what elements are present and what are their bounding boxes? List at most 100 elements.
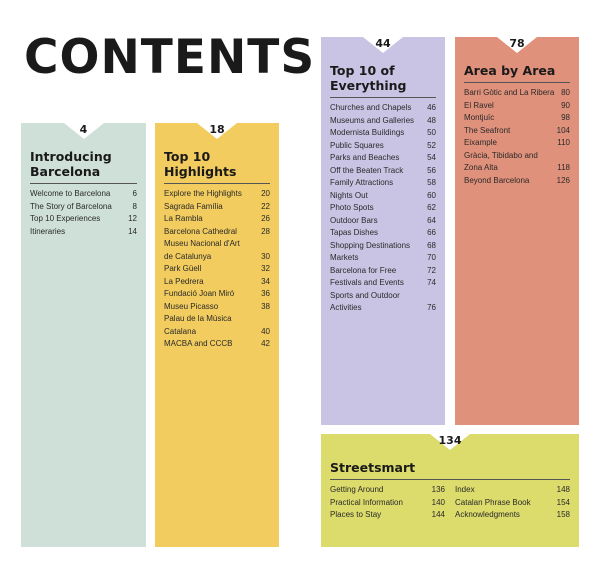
toc-entry[interactable]: Off the Beaten Track 56 (330, 165, 436, 178)
toc-entry-label: Public Squares (330, 140, 384, 150)
toc-entry-label: Itineraries (30, 226, 66, 236)
section-title: Streetsmart (330, 460, 570, 480)
toc-entry[interactable]: Family Attractions 58 (330, 177, 436, 190)
toc-entry-label: La Pedrera (164, 276, 204, 286)
toc-entry[interactable]: Photo Spots 62 (330, 202, 436, 215)
toc-entry-page: 144 (431, 510, 445, 519)
toc-entry[interactable]: Outdoor Bars 64 (330, 215, 436, 228)
toc-entry-page: 98 (561, 113, 570, 122)
toc-entry-page: 14 (128, 226, 137, 236)
section-top-10-highlights: 18 Top 10 Highlights Explore the Highlight… (155, 123, 279, 547)
toc-entry[interactable]: Sports and Outdoor Activities 76 (330, 290, 436, 315)
toc-entry-label: Places to Stay (330, 510, 382, 519)
toc-entry-label: Barcelona Cathedral (164, 226, 237, 236)
toc-entry-page: 140 (431, 497, 445, 507)
toc-entry[interactable]: Getting Around 136 (330, 484, 445, 497)
toc-entry-label: The Story of Barcelona (30, 201, 112, 211)
notch-decoration (363, 37, 403, 53)
toc-entry[interactable]: Top 10 Experiences 12 (30, 213, 137, 226)
toc-entry[interactable]: Sagrada Família 22 (164, 201, 270, 214)
section-introducing-barcelona: 4 Introducing Barcelona Welcome to Barcelo… (21, 123, 146, 547)
toc-entry[interactable]: Nights Out 60 (330, 190, 436, 203)
toc-entry[interactable]: Practical Information 140 (330, 497, 445, 510)
toc-entry[interactable]: Eixample 110 (464, 137, 570, 150)
notch-decoration (197, 123, 237, 139)
toc-entry-label: Gràcia, Tibidabo and Zona Alta (464, 150, 538, 173)
toc-entry[interactable]: Barcelona for Free 72 (330, 265, 436, 278)
toc-entry-page: 30 (261, 251, 270, 261)
toc-entry-page: 46 (427, 103, 436, 112)
toc-entry-label: Catalan Phrase Book (455, 497, 531, 507)
toc-entry[interactable]: Itineraries 14 (30, 226, 137, 239)
toc-entry[interactable]: Museu Nacional d'Art de Catalunya 30 (164, 238, 270, 263)
toc-entry[interactable]: Public Squares 52 (330, 140, 436, 153)
toc-entry[interactable]: Museums and Galleries 48 (330, 115, 436, 128)
toc-entry-page: 36 (261, 289, 270, 298)
toc-entry-label: Festivals and Events (330, 278, 404, 287)
toc-entry[interactable]: El Ravel 90 (464, 100, 570, 113)
toc-entry[interactable]: Shopping Destinations 68 (330, 240, 436, 253)
toc-entry[interactable]: Tapas Dishes 66 (330, 227, 436, 240)
toc-entry[interactable]: The Story of Barcelona 8 (30, 201, 137, 214)
toc-entry[interactable]: MACBA and CCCB 42 (164, 338, 270, 351)
section-title: Top 10 of Everything (330, 63, 436, 98)
toc-entry[interactable]: Barri Gòtic and La Ribera 80 (464, 87, 570, 100)
toc-entry-label: Beyond Barcelona (464, 175, 530, 185)
toc-entry[interactable]: La Rambla 26 (164, 213, 270, 226)
toc-entry-label: The Seafront (464, 125, 511, 135)
toc-entry[interactable]: Markets 70 (330, 252, 436, 265)
toc-entry-page: 20 (261, 189, 270, 198)
toc-entry-page: 64 (427, 215, 436, 225)
toc-entry-label: Off the Beaten Track (330, 165, 404, 175)
toc-entry-label: Photo Spots (330, 203, 374, 212)
toc-entry[interactable]: Park Güell 32 (164, 263, 270, 276)
toc-entry[interactable]: Acknowledgments 158 (455, 509, 570, 522)
toc-entry-page: 50 (427, 128, 436, 137)
toc-entry-label: Barcelona for Free (330, 265, 397, 275)
toc-entry-page: 72 (427, 265, 436, 275)
toc-entry-page: 62 (427, 203, 436, 212)
notch-decoration (63, 123, 104, 139)
toc-entry[interactable]: La Pedrera 34 (164, 276, 270, 289)
toc-entry-label: Welcome to Barcelona (30, 189, 111, 198)
page-title: CONTENTS (24, 30, 316, 85)
toc-entry[interactable]: Gràcia, Tibidabo and Zona Alta 118 (464, 150, 570, 175)
toc-entry[interactable]: The Seafront 104 (464, 125, 570, 138)
section-start-page: 18 (209, 123, 225, 136)
toc-entry[interactable]: Explore the Highlights 20 (164, 188, 270, 201)
toc-entry-label: Museums and Galleries (330, 115, 415, 125)
toc-entry[interactable]: Churches and Chapels 46 (330, 102, 436, 115)
section-start-page: 134 (438, 434, 462, 447)
toc-entry-label: Sports and Outdoor Activities (330, 290, 400, 313)
toc-entry[interactable]: Modernista Buildings 50 (330, 127, 436, 140)
toc-entry[interactable]: Places to Stay 144 (330, 509, 445, 522)
toc-entry-label: Churches and Chapels (330, 103, 412, 112)
toc-entry-label: Modernista Buildings (330, 128, 405, 137)
section-title: Introducing Barcelona (30, 149, 137, 184)
toc-entry[interactable]: Welcome to Barcelona 6 (30, 188, 137, 201)
toc-entry-page: 110 (557, 138, 570, 147)
toc-entry-page: 32 (261, 264, 270, 273)
toc-entry[interactable]: Beyond Barcelona 126 (464, 175, 570, 188)
toc-entry[interactable]: Museu Picasso 38 (164, 301, 270, 314)
toc-entry-label: Park Güell (164, 264, 202, 273)
toc-entry-page: 26 (261, 214, 270, 223)
toc-entry[interactable]: Catalan Phrase Book 154 (455, 497, 570, 510)
toc-entry[interactable]: Fundació Joan Miró 36 (164, 288, 270, 301)
toc-entry-page: 28 (261, 226, 270, 236)
toc-entry-label: Tapas Dishes (330, 228, 379, 237)
toc-entry-page: 66 (427, 228, 436, 237)
toc-entry-label: Index (455, 485, 475, 494)
toc-entry-page: 58 (427, 178, 436, 187)
toc-entry[interactable]: Festivals and Events 74 (330, 277, 436, 290)
toc-entry[interactable]: Parks and Beaches 54 (330, 152, 436, 165)
toc-entry[interactable]: Montjuïc 98 (464, 112, 570, 125)
section-area-by-area: 78 Area by Area Barri Gòtic and La Ribera 8… (455, 37, 579, 425)
toc-entry[interactable]: Palau de la Música Catalana 40 (164, 313, 270, 338)
notch-decoration (497, 37, 537, 53)
toc-entry[interactable]: Barcelona Cathedral 28 (164, 226, 270, 239)
toc-entry[interactable]: Index 148 (455, 484, 570, 497)
toc-entry-label: Outdoor Bars (330, 215, 378, 225)
toc-entry-label: Eixample (464, 138, 497, 147)
toc-entry-page: 158 (556, 510, 570, 519)
